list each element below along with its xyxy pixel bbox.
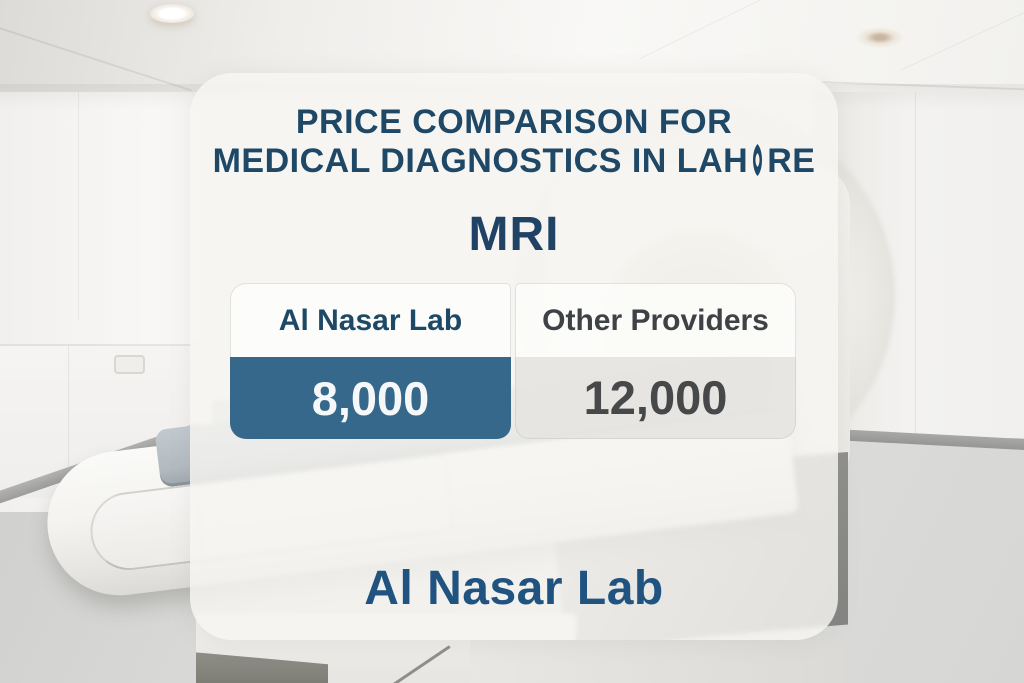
left-wall-seam — [78, 40, 79, 320]
provider-header-other: Other Providers — [515, 283, 796, 357]
machine-base-front — [470, 640, 842, 683]
right-wall-seam — [915, 85, 916, 435]
brand-footer: Al Nasar Lab — [364, 562, 664, 615]
poster-title: PRICE COMPARISON FOR MEDICAL DIAGNOSTICS… — [213, 103, 816, 185]
stylized-o-icon — [749, 143, 766, 185]
price-card: PRICE COMPARISON FOR MEDICAL DIAGNOSTICS… — [190, 73, 838, 640]
scan-type-label: MRI — [468, 207, 560, 261]
poster-title-line2-pre: MEDICAL DIAGNOSTICS IN LAH — [212, 141, 749, 180]
recessed-ceiling-light — [150, 4, 194, 23]
poster-title-line1: PRICE COMPARISON FOR — [295, 103, 733, 141]
cabinet-seam — [68, 346, 69, 498]
recessed-ceiling-light — [856, 27, 904, 48]
poster-title-line2-post: RE — [767, 141, 816, 180]
price-value-other: 12,000 — [515, 357, 796, 439]
countertop-edge — [0, 344, 198, 346]
poster-title-line2: MEDICAL DIAGNOSTICS IN LAH RE — [213, 142, 816, 185]
cabinet-handle — [114, 355, 145, 374]
comparison-table: Al Nasar Lab Other Providers 8,000 12,00… — [230, 283, 796, 439]
price-value-highlight: 8,000 — [230, 357, 511, 439]
provider-header-highlight: Al Nasar Lab — [230, 283, 511, 357]
